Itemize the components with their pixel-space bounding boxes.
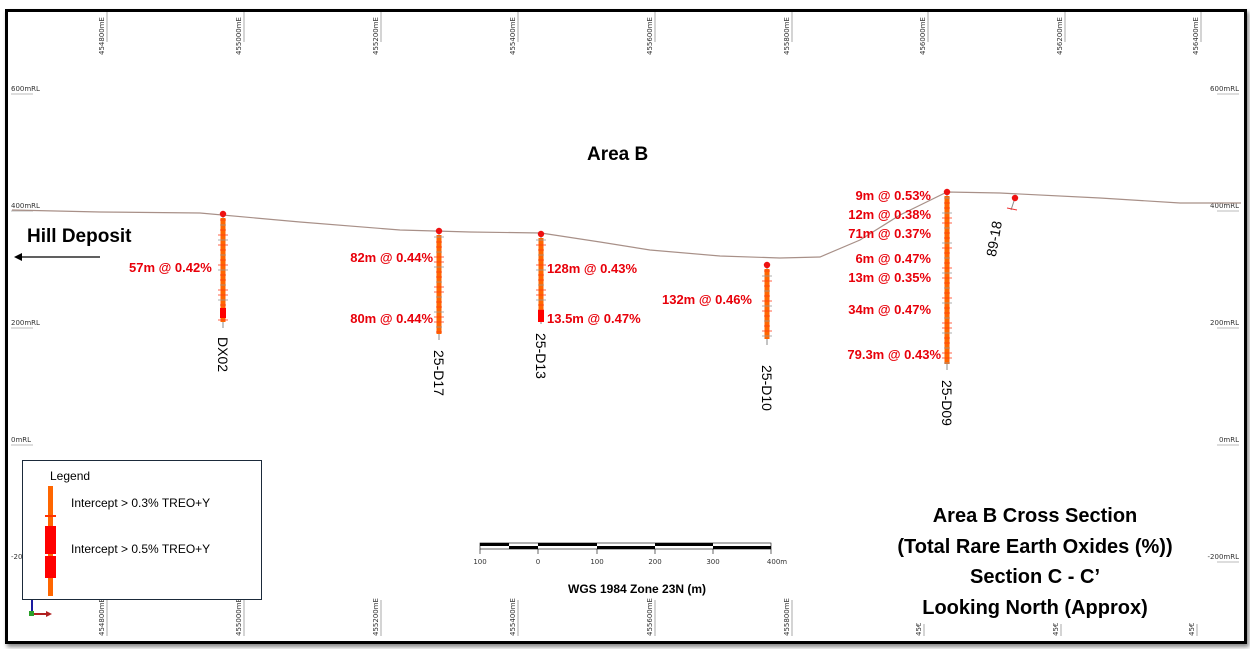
legend-title: Legend	[50, 469, 91, 483]
hill-deposit-label: Hill Deposit	[27, 226, 132, 247]
legend: Legend Intercept > 0.3% TREO+Y Intercept…	[22, 460, 262, 600]
intercept-label: 9m @ 0.53%	[855, 188, 931, 203]
easting-label-bottom: 455400mE	[509, 598, 517, 636]
easting-label-top: 455800mE	[783, 17, 791, 55]
hole-name: 25-D10	[759, 365, 775, 411]
scale-segment	[655, 543, 713, 546]
scale-segment	[538, 543, 597, 546]
section-title-line: Looking North (Approx)	[922, 596, 1148, 619]
easting-label-top: 455000mE	[235, 17, 243, 55]
elevation-label-left: 0mRL	[11, 436, 31, 444]
easting-label-bottom: 45€	[915, 623, 923, 636]
scale-segment	[480, 543, 509, 546]
easting-label-top: 455200mE	[372, 17, 380, 55]
intercept-label: 6m @ 0.47%	[855, 251, 931, 266]
scale-caption: WGS 1984 Zone 23N (m)	[568, 582, 707, 596]
easting-label-bottom: 454800mE	[98, 598, 106, 636]
axis-triad-icon	[29, 598, 52, 617]
hole-name: 25-D17	[431, 350, 447, 396]
elevation-label-left: 400mRL	[11, 202, 40, 210]
easting-label-top: 455600mE	[646, 17, 654, 55]
drillhole-89-18[interactable]: 89-18	[983, 194, 1019, 258]
scale-outline	[479, 542, 772, 550]
easting-label-bottom: 455000mE	[235, 598, 243, 636]
drillhole-25-d13[interactable]: 25-D13 128m @ 0.43% 13.5m @ 0.47%	[533, 230, 641, 379]
elevation-label-right: 400mRL	[1210, 202, 1239, 210]
section-title-line: Section C - C’	[969, 566, 1100, 588]
elevation-label-left: 200mRL	[11, 319, 40, 327]
intercept-label: 13.5m @ 0.47%	[547, 311, 641, 326]
section-title-line: Area B Cross Section	[932, 505, 1138, 527]
scale-segment	[597, 546, 655, 549]
collar-marker	[435, 227, 443, 235]
scale-tick-label: 300	[706, 558, 719, 566]
section-title-line: (Total Rare Earth Oxides (%))	[897, 535, 1173, 558]
elevation-label-right: -200mRL	[1208, 553, 1240, 561]
intercept-label: 79.3m @ 0.43%	[847, 347, 941, 362]
drill-trace	[1006, 207, 1018, 211]
legend-item-05: Intercept > 0.5% TREO+Y	[71, 542, 211, 556]
hill-deposit-arrow	[14, 253, 100, 261]
intercept-label: 82m @ 0.44%	[350, 250, 433, 265]
intercept-label: 80m @ 0.44%	[350, 311, 433, 326]
intercept-label: 57m @ 0.42%	[129, 260, 212, 275]
collar-marker	[943, 188, 951, 196]
intercept-label: 71m @ 0.37%	[848, 226, 931, 241]
legend-item-03: Intercept > 0.3% TREO+Y	[71, 496, 211, 510]
intercept-label: 34m @ 0.47%	[848, 302, 931, 317]
elevation-label-left: 600mRL	[11, 85, 40, 93]
easting-label-top: 454800mE	[98, 17, 106, 55]
hole-name: 89-18	[983, 220, 1005, 258]
high-grade-segment	[538, 310, 544, 322]
scale-bar: 100 0 100 200 300 400m	[473, 542, 787, 566]
intercept-label: 13m @ 0.35%	[848, 270, 931, 285]
scale-segment	[509, 546, 538, 549]
collar-marker	[537, 230, 545, 238]
intercept-segment	[436, 235, 442, 334]
collar-marker	[219, 210, 227, 218]
easting-label-bottom: 455600mE	[646, 598, 654, 636]
elevation-label-right: 600mRL	[1210, 85, 1239, 93]
intercept-label: 128m @ 0.43%	[547, 261, 637, 276]
drillhole-25-d09[interactable]: 25-D09 9m @ 0.53% 12m @ 0.38% 71m @ 0.37% 6m…	[847, 188, 955, 426]
easting-label-top: 456200mE	[1056, 17, 1064, 55]
easting-label-bottom: 45€	[1188, 623, 1196, 636]
scale-tick-label: 0	[536, 558, 540, 566]
easting-label-bottom: 45€	[1052, 623, 1060, 636]
area-title: Area B	[587, 144, 649, 165]
elevation-label-left: -20	[11, 553, 22, 561]
scale-tick-label: 100	[590, 558, 603, 566]
intercept-segment	[944, 196, 950, 364]
hole-name: DX02	[215, 337, 231, 372]
high-grade-segment	[220, 308, 226, 318]
hole-name: 25-D13	[533, 333, 549, 379]
legend-swatch-icon	[45, 486, 56, 596]
scale-segment	[713, 546, 771, 549]
drillhole-25-d10[interactable]: 25-D10 132m @ 0.46%	[662, 261, 775, 411]
intercept-label: 132m @ 0.46%	[662, 292, 752, 307]
scale-tick-label: 200	[648, 558, 661, 566]
terrain-profile	[11, 191, 1241, 259]
easting-label-top: 455400mE	[509, 17, 517, 55]
collar-marker	[1011, 194, 1019, 202]
easting-label-top: 456400mE	[1192, 17, 1200, 55]
hole-name: 25-D09	[939, 380, 955, 426]
section-title-block: Area B Cross Section (Total Rare Earth O…	[880, 501, 1190, 623]
scale-tick-label: 100	[473, 558, 486, 566]
intercept-segment	[538, 238, 544, 318]
intercept-label: 12m @ 0.38%	[848, 207, 931, 222]
scale-tick-label: 400m	[767, 558, 787, 566]
easting-label-bottom: 455800mE	[783, 598, 791, 636]
collar-marker	[763, 261, 771, 269]
elevation-label-right: 200mRL	[1210, 319, 1239, 327]
easting-label-top: 456000mE	[919, 17, 927, 55]
drillhole-25-d17[interactable]: 25-D17 82m @ 0.44% 80m @ 0.44%	[350, 227, 447, 396]
elevation-label-right: 0mRL	[1219, 436, 1239, 444]
drillhole-dx02[interactable]: DX02 57m @ 0.42%	[129, 210, 231, 372]
easting-label-bottom: 455200mE	[372, 598, 380, 636]
intercept-segment	[764, 269, 770, 339]
